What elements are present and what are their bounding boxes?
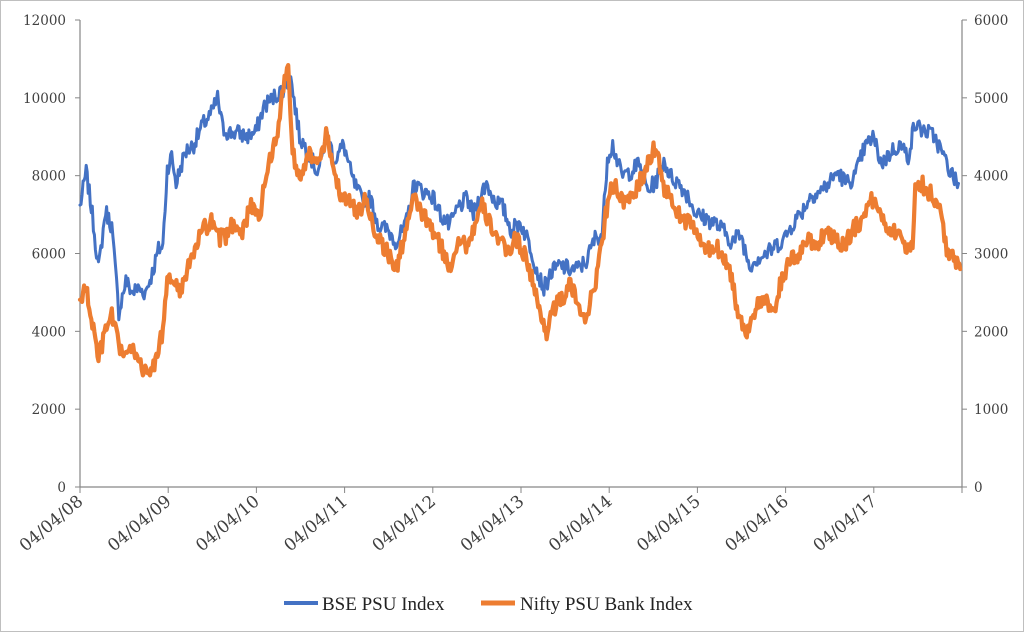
right-y-tick-label: 6000 — [974, 13, 1008, 29]
legend-label-nifty-psu-bank-index: Nifty PSU Bank Index — [520, 594, 693, 615]
legend: BSE PSU Index Nifty PSU Bank Index — [284, 594, 693, 615]
series-line-bse-psu-index — [78, 75, 960, 322]
x-tick-label: 04/04/13 — [457, 492, 528, 556]
right-y-tick-label: 1000 — [974, 402, 1008, 418]
legend-label-bse-psu-index: BSE PSU Index — [322, 594, 445, 615]
x-tick-label: 04/04/10 — [192, 492, 263, 556]
left-y-tick-label: 6000 — [32, 247, 66, 263]
series-line-nifty-psu-bank-index — [77, 62, 963, 378]
right-y-tick-label: 4000 — [974, 169, 1008, 185]
x-tick-label: 04/04/14 — [545, 492, 616, 556]
x-tick-label: 04/04/16 — [721, 492, 792, 556]
series-layer — [77, 62, 963, 378]
x-tick-label: 04/04/08 — [16, 492, 87, 556]
right-y-tick-label: 0 — [974, 480, 983, 496]
x-tick-label: 04/04/17 — [810, 492, 881, 556]
x-tick-label: 04/04/15 — [633, 492, 704, 556]
right-y-tick-label: 2000 — [974, 324, 1008, 340]
right-y-tick-label: 5000 — [974, 91, 1008, 107]
right-y-tick-label: 3000 — [974, 247, 1008, 263]
x-tick-label: 04/04/12 — [369, 492, 440, 556]
left-y-tick-label: 8000 — [32, 169, 66, 185]
left-y-tick-label: 0 — [57, 480, 66, 496]
left-y-tick-label: 4000 — [32, 324, 66, 340]
left-y-tick-label: 2000 — [32, 402, 66, 418]
left-y-tick-label: 12000 — [23, 13, 66, 29]
left-y-tick-label: 10000 — [23, 91, 66, 107]
x-tick-label: 04/04/11 — [280, 492, 351, 556]
x-tick-label: 04/04/09 — [104, 492, 175, 556]
